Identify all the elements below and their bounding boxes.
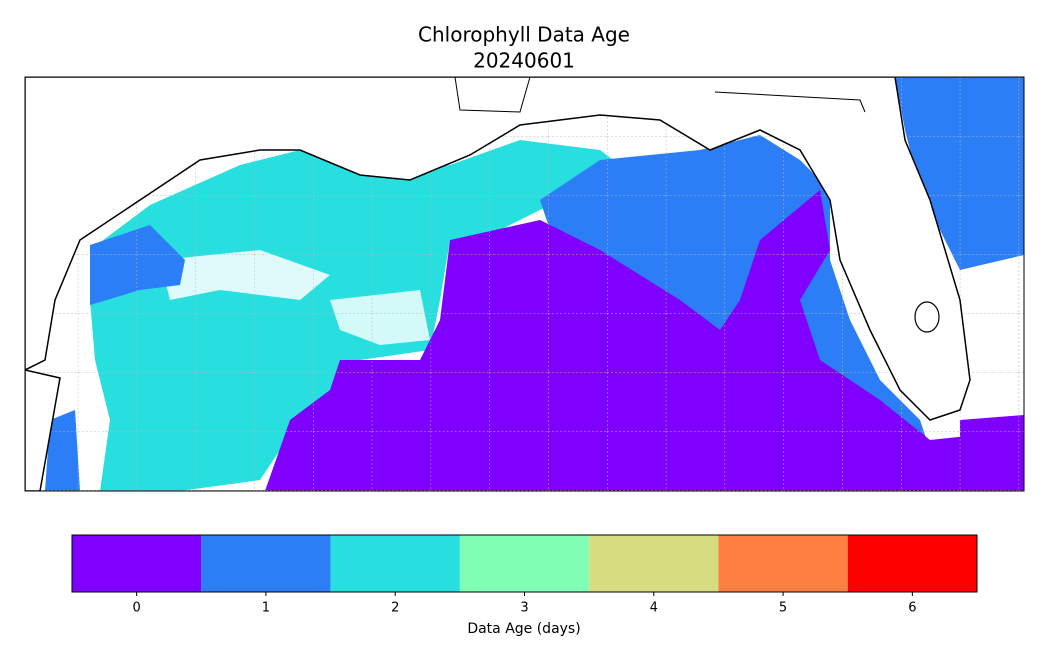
lake — [914, 301, 940, 333]
colorbar-segment — [847, 535, 977, 592]
border — [454, 77, 531, 113]
map — [25, 77, 1024, 491]
map-subtitle: 20240601 — [473, 49, 575, 73]
colorbar-frame — [71, 534, 978, 593]
tick-label: 6 — [908, 601, 916, 616]
tick-label: 2 — [391, 601, 399, 616]
colorbar-segment — [589, 535, 719, 592]
tick-label: 5 — [779, 601, 787, 616]
map-title: Chlorophyll Data Age — [418, 23, 630, 47]
land — [25, 369, 61, 491]
colorbar-segment — [459, 535, 590, 592]
colorbar: 0 1 2 3 4 5 6 — [72, 535, 977, 616]
tick-label: 3 — [520, 601, 528, 616]
tick-label: 4 — [650, 601, 658, 616]
border — [714, 91, 866, 113]
colorbar-segment — [201, 535, 331, 592]
tick-label: 1 — [262, 601, 270, 616]
tick-label: 0 — [133, 601, 141, 616]
colorbar-segment — [330, 535, 460, 592]
land — [25, 77, 971, 421]
colorbar-segment — [72, 535, 202, 592]
colorbar-segment — [718, 535, 848, 592]
colorbar-label: Data Age (days) — [467, 621, 580, 637]
map-frame — [24, 76, 1025, 492]
